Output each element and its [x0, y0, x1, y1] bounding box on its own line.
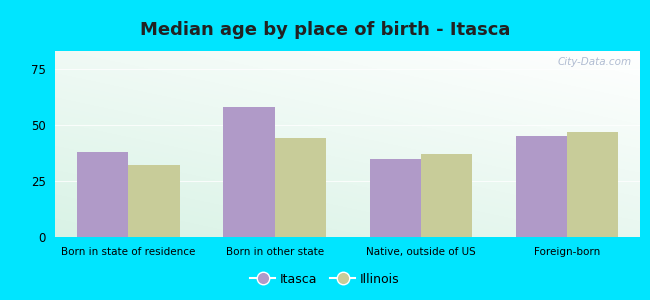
- Legend: Itasca, Illinois: Itasca, Illinois: [245, 268, 405, 291]
- Text: Median age by place of birth - Itasca: Median age by place of birth - Itasca: [140, 21, 510, 39]
- Bar: [567, 132, 618, 237]
- Bar: [274, 138, 326, 237]
- Bar: [370, 159, 421, 237]
- Bar: [129, 165, 179, 237]
- Bar: [224, 107, 274, 237]
- Bar: [77, 152, 129, 237]
- Bar: [516, 136, 567, 237]
- Text: City-Data.com: City-Data.com: [557, 57, 632, 67]
- Bar: [421, 154, 472, 237]
